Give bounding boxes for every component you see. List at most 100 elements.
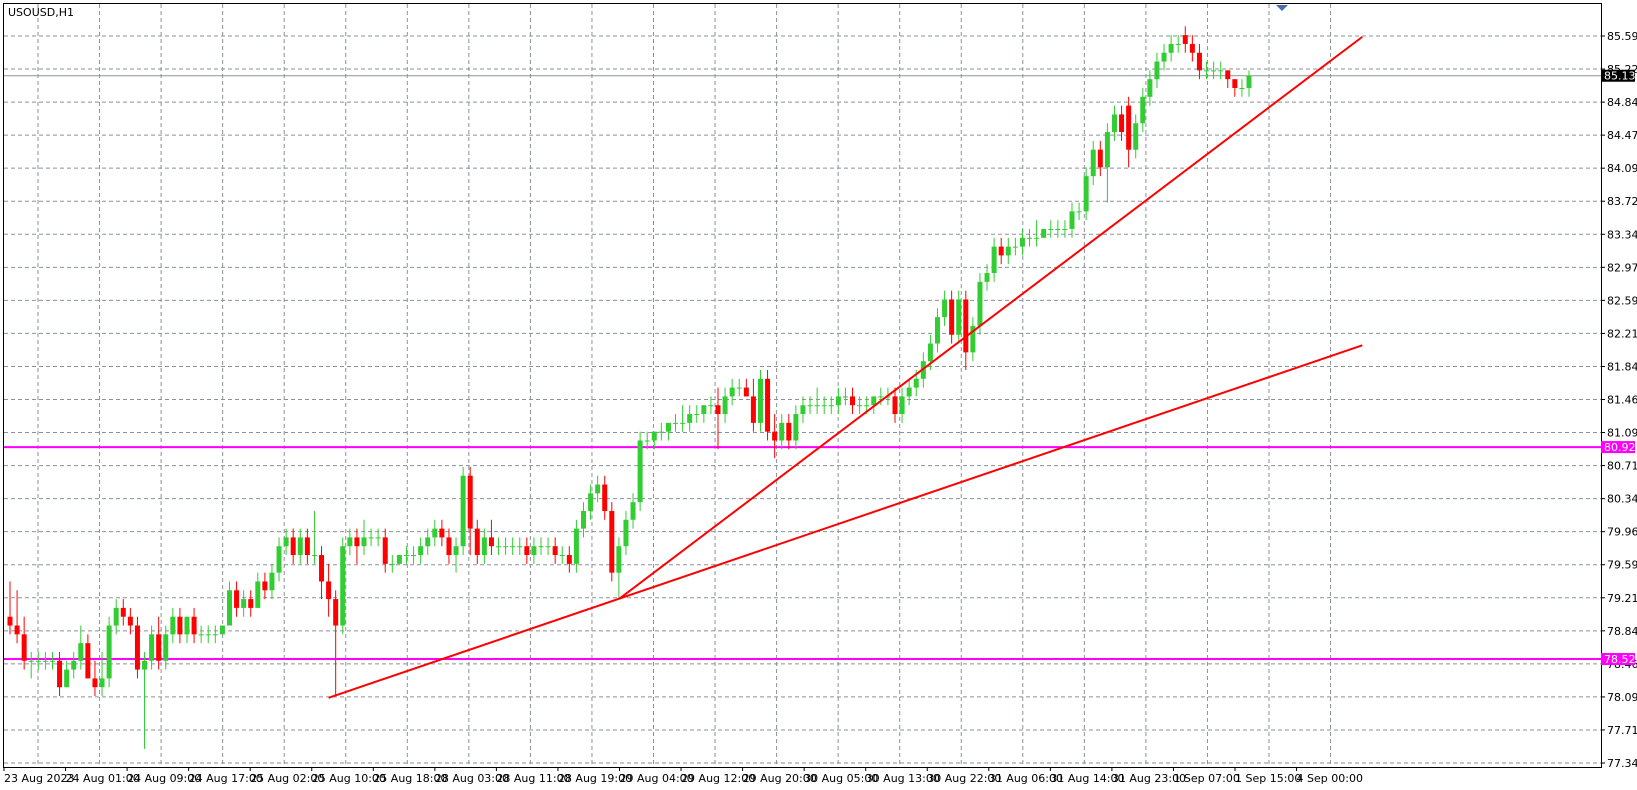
candle — [552, 537, 558, 564]
candle-body — [878, 396, 884, 398]
candle — [559, 546, 565, 564]
candle-body — [142, 660, 148, 670]
candle-body — [439, 528, 445, 538]
candle — [1140, 87, 1146, 133]
candle-body — [120, 607, 126, 617]
candle-body — [1005, 246, 1011, 256]
candle — [1104, 123, 1110, 203]
candle-body — [871, 396, 877, 406]
candle — [389, 555, 395, 573]
candle — [566, 546, 572, 573]
candle — [177, 607, 183, 644]
candle-body — [446, 537, 452, 556]
candle — [106, 616, 112, 688]
candle-body — [1097, 149, 1103, 168]
candle-body — [453, 546, 459, 556]
candle-body — [573, 528, 579, 564]
candle-body — [927, 343, 933, 362]
candle — [949, 290, 955, 344]
candle-body — [779, 422, 785, 441]
candle-body — [1161, 52, 1167, 62]
candle-body — [580, 510, 586, 529]
shift-marker-icon[interactable] — [1276, 5, 1288, 11]
y-tick-label: 79.960 — [1607, 526, 1637, 539]
candle-body — [219, 625, 225, 635]
candle — [991, 237, 997, 282]
candle-body — [241, 599, 247, 608]
candle — [1182, 26, 1188, 53]
candle-body — [170, 616, 176, 635]
candle-body — [531, 546, 537, 556]
candle — [750, 378, 756, 432]
candle-body — [1196, 52, 1202, 71]
candle-body — [127, 616, 133, 626]
candle — [113, 599, 119, 635]
candle-body — [1083, 176, 1089, 212]
candle-body — [538, 546, 544, 548]
candle — [708, 396, 714, 415]
candle — [481, 528, 487, 564]
candle-body — [807, 405, 813, 407]
candle — [333, 590, 339, 697]
candle — [673, 414, 679, 432]
candle — [488, 519, 494, 556]
candle — [722, 387, 728, 423]
y-tick-label: 81.460 — [1607, 394, 1637, 407]
candle — [1225, 70, 1231, 88]
candle-body — [743, 387, 749, 397]
candle-body — [503, 546, 509, 548]
candle — [1218, 61, 1224, 80]
candle-body — [1232, 79, 1238, 88]
candle-body — [524, 546, 530, 556]
candle-body — [673, 422, 679, 424]
candle — [219, 625, 225, 635]
candle-body — [616, 546, 622, 573]
candle — [7, 581, 13, 635]
candle — [1019, 228, 1025, 256]
candle-body — [488, 537, 494, 547]
candle — [99, 651, 105, 697]
y-tick-label: 85.590 — [1607, 30, 1637, 43]
candle-body — [1041, 228, 1047, 238]
candle — [396, 555, 402, 564]
y-tick-label: 81.090 — [1607, 427, 1637, 440]
level-price-label: 78.520 — [1604, 653, 1637, 666]
candle-body — [906, 387, 912, 397]
candle-body — [418, 546, 424, 556]
candle-body — [57, 660, 63, 688]
candle-body — [184, 616, 190, 635]
candle — [1232, 79, 1238, 97]
candle — [85, 634, 91, 679]
candle — [1027, 228, 1033, 247]
candle-body — [970, 325, 976, 353]
candle — [814, 387, 820, 415]
candle-body — [297, 537, 303, 556]
y-tick-label: 84.840 — [1607, 96, 1637, 109]
trendlines[interactable] — [328, 36, 1363, 699]
candle — [156, 616, 162, 670]
candle — [828, 396, 834, 415]
x-tick-label: 23 Aug 2023 — [4, 772, 74, 785]
candle-body — [42, 660, 48, 662]
candle — [609, 502, 615, 582]
candle — [524, 537, 530, 564]
candle — [411, 546, 417, 564]
candle-body — [1246, 75, 1252, 88]
candle — [531, 537, 537, 564]
candle — [1175, 35, 1181, 53]
candle — [142, 651, 148, 749]
horizontal-levels[interactable] — [4, 75, 1601, 661]
candle — [326, 563, 332, 617]
x-tick-label: 29 Aug 12:00 — [681, 772, 755, 785]
candle — [1083, 167, 1089, 221]
candle — [375, 528, 381, 547]
y-tick-label: 84.090 — [1607, 162, 1637, 175]
candle — [439, 519, 445, 547]
x-tick-label: 30 Aug 13:00 — [866, 772, 940, 785]
x-tick-label: 25 Aug 10:00 — [312, 772, 386, 785]
y-tick-label: 80.340 — [1607, 493, 1637, 506]
candle-body — [149, 634, 155, 661]
candle — [835, 387, 841, 415]
